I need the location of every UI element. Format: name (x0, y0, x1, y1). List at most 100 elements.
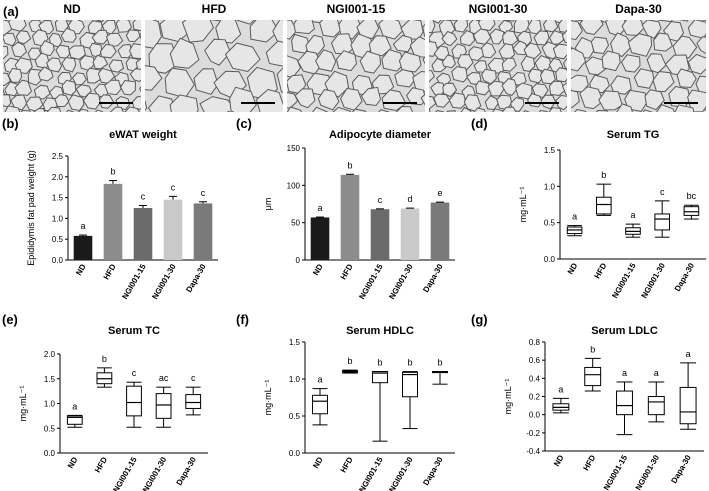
adipocyte-cell (422, 23, 425, 37)
y-tick-label: 0.5 (289, 412, 301, 421)
significance-letter: a (317, 375, 322, 385)
adipocyte-cell (20, 109, 31, 112)
adipocyte-cell (539, 68, 556, 85)
adipocyte-cell (169, 94, 199, 112)
adipocyte-cell (236, 20, 255, 25)
bar (73, 235, 93, 260)
y-tick-label: 2.0 (52, 173, 64, 182)
panel-letter-d: (d) (471, 116, 488, 131)
adipocyte-cell (61, 56, 77, 73)
y-tick-label: 1.5 (289, 338, 301, 347)
adipocyte-cell (75, 84, 93, 98)
x-tick-label: Dapa-30 (184, 262, 208, 294)
box (596, 196, 612, 215)
y-tick-label: 150 (287, 144, 301, 153)
y-axis-label: mg·mL⁻¹ (263, 380, 273, 416)
adipocyte-cell (4, 81, 20, 97)
significance-letter: c (141, 192, 146, 202)
adipocyte-cell (368, 35, 392, 57)
histology-image-hfd: HFD (145, 2, 283, 112)
significance-letter: ac (159, 373, 169, 383)
adipocyte-cell (125, 29, 141, 43)
adipocyte-cell (315, 49, 337, 72)
significance-letter: a (686, 349, 691, 359)
adipocyte-cell (117, 43, 133, 59)
adipocyte-cell (555, 94, 567, 111)
adipocyte-cell (574, 108, 587, 112)
adipocyte-cell (224, 42, 261, 73)
adipocyte-cell (227, 110, 232, 112)
x-tick-label: ND (311, 455, 325, 470)
adipocyte-cell (441, 54, 456, 69)
adipocyte-cell (128, 43, 141, 60)
adipocyte-cell (557, 20, 567, 34)
adipocyte-cell (501, 78, 518, 96)
adipocyte-cell (563, 57, 567, 69)
adipocyte-cell (60, 27, 77, 43)
adipocyte-cell (571, 89, 580, 109)
adipocyte-cell (124, 106, 140, 112)
adipocyte-cell (487, 80, 505, 97)
adipocyte-cell (460, 106, 472, 112)
x-tick-label: ND (74, 262, 88, 277)
bar (193, 203, 213, 260)
adipocyte-cell (147, 95, 177, 112)
adipocyte-cell (406, 87, 425, 106)
panel-letter-c: (c) (236, 116, 252, 131)
adipocyte-cells (3, 20, 141, 112)
adipocyte-cell (39, 40, 55, 57)
adipocyte-cell (552, 43, 567, 60)
adipocyte-cell (653, 32, 673, 52)
chart-b: (b) eWAT weight Epididymis fat pad weight … (2, 116, 218, 301)
adipocyte-cell (33, 84, 51, 100)
adipocyte-cell (193, 68, 219, 95)
significance-letter: b (110, 167, 115, 177)
adipocyte-cell (676, 68, 697, 89)
significance-letter: b (347, 160, 352, 170)
adipocyte-cell (453, 20, 469, 33)
adipocyte-cell (398, 51, 422, 73)
y-tick-label: 0.8 (529, 338, 541, 347)
adipocyte-cell (429, 70, 435, 83)
chart-title: Serum LDLC (591, 325, 658, 337)
significance-letter: b (601, 170, 606, 180)
adipocyte-cell (68, 45, 86, 60)
adipocyte-cell (501, 57, 517, 72)
panel-letter-f: (f) (236, 312, 249, 327)
adipocyte-cell (54, 94, 70, 108)
adipocyte-cell (610, 32, 634, 58)
x-tick-label: Dapa-30 (421, 455, 445, 487)
adipocyte-cell (561, 82, 567, 96)
adipocyte-cell (359, 50, 382, 74)
adipocyte-cell (687, 53, 706, 75)
y-tick-label: 1.5 (44, 375, 56, 384)
adipocyte-cell (229, 86, 257, 112)
box (185, 394, 202, 409)
adipocyte-cell (652, 70, 675, 93)
y-axis-label: Epididymis fat pad weight (g) (26, 150, 36, 266)
box (66, 415, 83, 425)
chart-g: (g) Serum LDLC mg·mL⁻¹ -0.4 -0.2 0.0 0.2 0.4 0.6… (471, 312, 704, 491)
y-tick-label: 0.5 (44, 424, 56, 433)
adipocyte-cell (678, 20, 689, 22)
adipocyte-cell (435, 110, 444, 112)
y-tick-label: 0 (296, 256, 301, 265)
adipocyte-cell (538, 109, 548, 112)
adipocyte-cell (319, 20, 342, 38)
adipocyte-cell (448, 92, 467, 109)
adipocyte-cell (265, 40, 283, 67)
x-tick-label: HFD (581, 453, 597, 472)
adipocyte-cell (620, 54, 641, 73)
adipocyte-cell (129, 68, 141, 82)
adipocyte-cell (215, 20, 242, 44)
chart-title: Adipocyte diameter (329, 129, 432, 141)
adipocyte-cell (489, 28, 505, 45)
y-tick-label: 0.5 (52, 235, 64, 244)
significance-letter: b (102, 354, 107, 364)
y-tick-label: 1.0 (544, 182, 556, 191)
y-axis-label: mg·mL⁻¹ (18, 386, 28, 422)
adipocyte-cell (501, 106, 517, 112)
y-tick-label: -0.2 (526, 429, 540, 438)
